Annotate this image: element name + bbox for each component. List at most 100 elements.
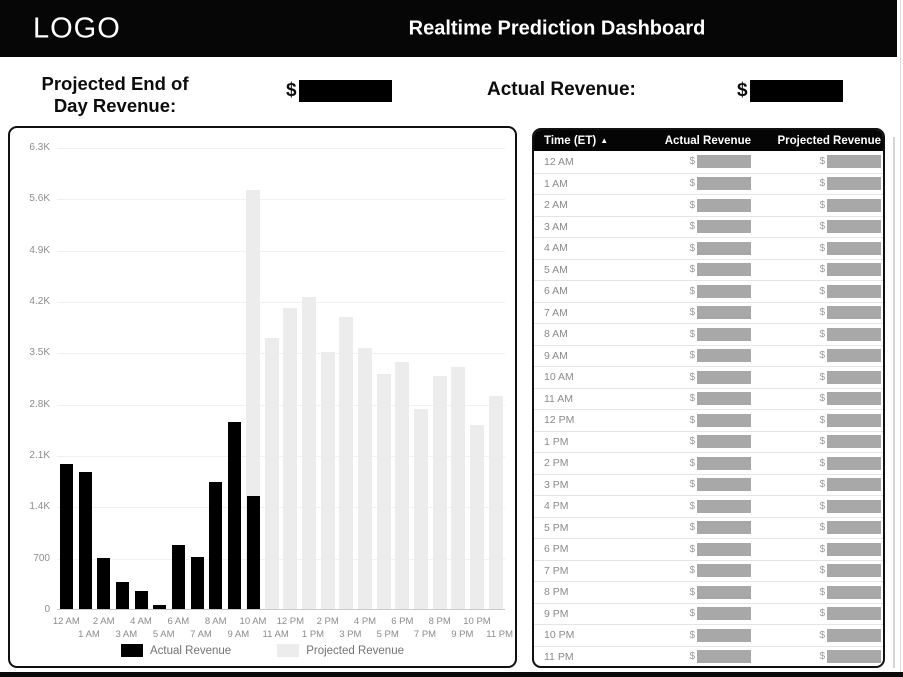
redacted-value-box xyxy=(697,155,751,169)
projected-revenue-bar[interactable] xyxy=(283,308,298,609)
actual-revenue-bar[interactable] xyxy=(134,590,148,609)
projected-revenue-bar[interactable] xyxy=(339,317,354,609)
time-cell: 12 AM xyxy=(544,155,574,168)
projected-revenue-cell: $ xyxy=(751,198,883,212)
currency-symbol: $ xyxy=(819,264,825,276)
actual-revenue-bar[interactable] xyxy=(97,557,111,609)
column-header-actual-revenue[interactable]: Actual Revenue xyxy=(664,134,751,147)
time-cell: 1 AM xyxy=(544,177,568,190)
actual-revenue-cell: $ xyxy=(631,220,751,234)
time-cell: 8 PM xyxy=(544,586,569,599)
currency-symbol: $ xyxy=(819,608,825,620)
redacted-value-box xyxy=(697,327,751,341)
projected-revenue-cell: $ xyxy=(751,284,883,298)
actual-revenue-cell: $ xyxy=(631,198,751,212)
redacted-value-box xyxy=(827,542,881,556)
time-column-label: Time (ET) xyxy=(544,134,597,147)
redacted-value-box xyxy=(697,564,751,578)
actual-revenue-value: $ xyxy=(737,80,843,102)
currency-symbol: $ xyxy=(819,436,825,448)
y-axis-tick-label: 2.1K xyxy=(29,450,50,461)
currency-symbol: $ xyxy=(689,522,695,534)
table-header-row: Time (ET) ▲ Actual Revenue Projected Reve… xyxy=(534,130,883,151)
currency-symbol: $ xyxy=(819,500,825,512)
actual-revenue-bar[interactable] xyxy=(190,556,204,609)
actual-revenue-bar[interactable] xyxy=(59,463,73,609)
time-cell: 2 PM xyxy=(544,457,569,470)
actual-revenue-cell: $ xyxy=(631,306,751,320)
redacted-value-box xyxy=(827,413,881,427)
currency-symbol: $ xyxy=(689,608,695,620)
projected-revenue-bar[interactable] xyxy=(264,337,279,609)
currency-symbol: $ xyxy=(689,371,695,383)
currency-symbol: $ xyxy=(819,393,825,405)
y-axis-tick-label: 2.8K xyxy=(29,398,50,410)
table-scrollbar[interactable] xyxy=(893,137,895,668)
actual-revenue-bar[interactable] xyxy=(209,482,223,609)
projected-revenue-cell: $ xyxy=(751,155,883,169)
column-header-projected-revenue[interactable]: Projected Revenue xyxy=(777,134,881,147)
x-axis-tick-label: 2 AM xyxy=(92,616,115,627)
projected-revenue-bar[interactable] xyxy=(451,367,466,609)
currency-symbol: $ xyxy=(819,651,825,663)
projected-revenue-bar[interactable] xyxy=(302,297,316,609)
redacted-value-box xyxy=(827,478,881,492)
currency-symbol: $ xyxy=(689,479,695,491)
actual-revenue-bar[interactable] xyxy=(153,604,167,609)
redacted-value-box xyxy=(697,306,751,320)
projected-revenue-bar[interactable] xyxy=(395,361,410,609)
projected-revenue-bar[interactable] xyxy=(376,374,391,609)
projected-revenue-cell: $ xyxy=(751,370,883,384)
time-cell: 5 AM xyxy=(544,263,568,276)
currency-symbol: $ xyxy=(689,328,695,340)
projected-revenue-bar[interactable] xyxy=(470,424,484,609)
table-row: 5 PM $ $ xyxy=(534,516,883,539)
redacted-value-box xyxy=(697,370,751,384)
x-axis-tick-label: 1 AM xyxy=(78,629,100,640)
redacted-value-box xyxy=(827,284,881,298)
revenue-bar-chart-card: 12 AM 1 AM 2 AM 3 AM 4 AM 5 AM 6 AM 7 AM 8 AM 9 A… xyxy=(8,126,517,668)
actual-revenue-cell: $ xyxy=(631,241,751,255)
projected-eod-revenue-value: $ xyxy=(286,80,392,102)
legend-item[interactable]: Projected Revenue xyxy=(277,644,404,657)
actual-revenue-cell: $ xyxy=(631,392,751,406)
time-cell: 10 AM xyxy=(544,371,574,384)
chart-legend: Actual Revenue Projected Revenue xyxy=(10,644,515,657)
page-bottom-border xyxy=(0,672,903,677)
actual-revenue-bar[interactable] xyxy=(227,422,241,609)
x-axis-tick-label: 9 PM xyxy=(451,629,474,640)
x-axis-tick-label: 5 PM xyxy=(376,629,399,640)
time-cell: 9 AM xyxy=(544,349,568,362)
actual-revenue-bar[interactable] xyxy=(78,471,92,609)
table-row: 9 PM $ $ xyxy=(534,602,883,625)
projected-revenue-bar[interactable] xyxy=(320,352,335,609)
legend-swatch xyxy=(120,644,143,657)
x-axis-tick-label: 11 AM xyxy=(262,629,289,640)
actual-revenue-cell: $ xyxy=(631,349,751,363)
redacted-value-box xyxy=(827,177,881,191)
table-row: 3 PM $ $ xyxy=(534,473,883,496)
redacted-value-box xyxy=(697,284,751,298)
time-cell: 12 PM xyxy=(544,414,575,427)
redacted-value-box xyxy=(827,585,881,599)
currency-symbol: $ xyxy=(737,80,748,101)
currency-symbol: $ xyxy=(819,178,825,190)
projected-revenue-bar[interactable] xyxy=(414,408,428,609)
projected-revenue-bar[interactable] xyxy=(358,347,372,609)
column-header-time[interactable]: Time (ET) ▲ xyxy=(534,135,631,147)
projected-revenue-bar[interactable] xyxy=(432,375,447,609)
actual-revenue-cell: $ xyxy=(631,327,751,341)
redacted-value-box xyxy=(697,413,751,427)
x-axis-tick-label: 4 AM xyxy=(130,616,152,627)
actual-revenue-bar[interactable] xyxy=(171,545,185,609)
projected-revenue-cell: $ xyxy=(751,306,883,320)
actual-revenue-bar[interactable] xyxy=(115,581,129,609)
projected-revenue-bar[interactable] xyxy=(488,395,503,609)
y-axis-tick-label: 5.6K xyxy=(29,193,50,205)
currency-symbol: $ xyxy=(689,285,695,297)
actual-revenue-bar[interactable] xyxy=(246,496,260,609)
legend-item[interactable]: Actual Revenue xyxy=(120,644,231,657)
hourly-revenue-table: Time (ET) ▲ Actual Revenue Projected Reve… xyxy=(532,128,885,668)
currency-symbol: $ xyxy=(689,221,695,233)
